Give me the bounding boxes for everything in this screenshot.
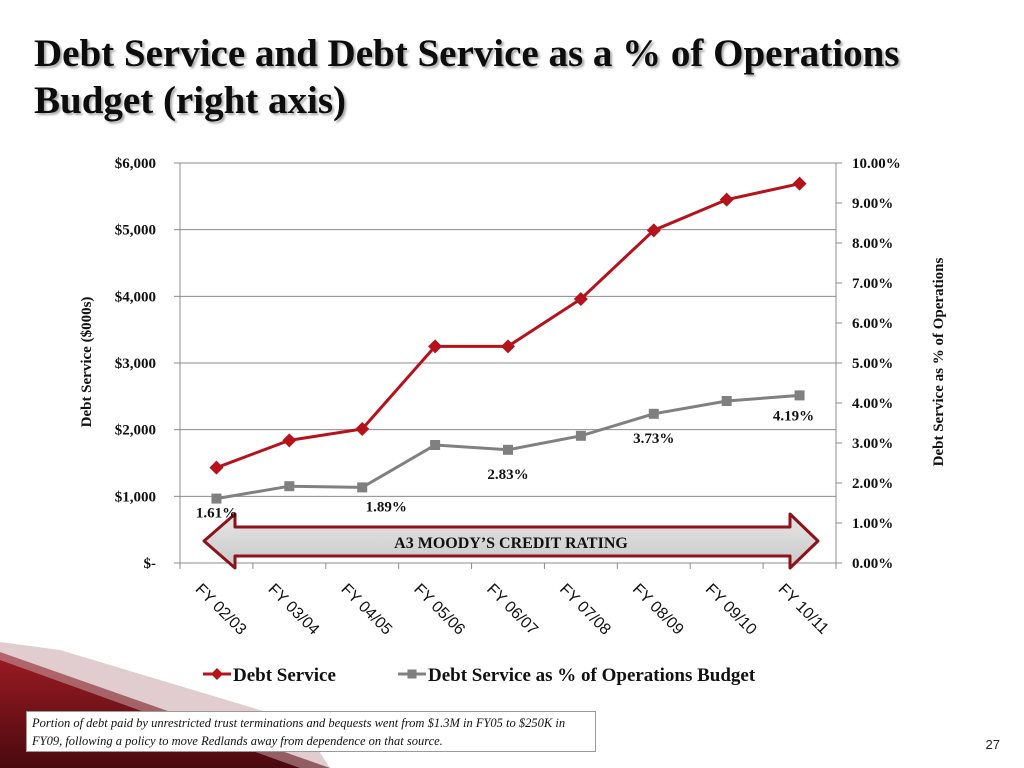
x-tick-label: FY 03/04 <box>265 581 323 639</box>
data-label: 2.83% <box>487 467 528 483</box>
y-tick-label: $4,000 <box>115 289 156 305</box>
grid-lines <box>180 162 836 497</box>
y2-tick-label: 6.00% <box>852 316 893 332</box>
credit-rating-arrow-shape <box>202 512 820 570</box>
data-point <box>575 430 586 441</box>
plot-series <box>209 176 807 504</box>
data-point <box>282 433 297 448</box>
page-number: 27 <box>985 737 1000 752</box>
x-tick-label: FY 08/09 <box>629 581 687 639</box>
x-tick-label: FY 02/03 <box>192 581 250 639</box>
data-point <box>357 482 368 493</box>
y2-tick-label: 10.00% <box>852 156 901 172</box>
data-label: 1.61% <box>196 506 237 522</box>
y-axis-title: Debt Service ($000s) <box>79 297 95 428</box>
y-tick-label: $2,000 <box>115 423 156 439</box>
axes <box>174 162 842 569</box>
x-tick-label: FY 07/08 <box>556 581 614 639</box>
slide-title: Debt Service and Debt Service as a % of … <box>34 32 900 122</box>
y-tick-label: $3,000 <box>115 356 156 372</box>
data-point <box>719 192 734 207</box>
data-label: 3.73% <box>633 431 674 447</box>
data-point <box>211 493 222 504</box>
data-point <box>573 292 588 306</box>
x-tick-label: FY 04/05 <box>337 581 395 639</box>
data-point <box>209 460 224 475</box>
y2-tick-label: 4.00% <box>852 396 893 412</box>
y-tick-label: $- <box>144 556 157 572</box>
y2-tick-label: 3.00% <box>852 436 893 452</box>
data-label: 1.89% <box>366 499 407 515</box>
x-tick-label: FY 05/06 <box>410 581 468 639</box>
y2-axis-title: Debt Service as % of Operations <box>931 257 947 466</box>
y2-tick-label: 5.00% <box>852 356 893 372</box>
data-point <box>501 339 515 354</box>
legend-swatch-marker <box>211 668 223 680</box>
data-point <box>646 223 661 238</box>
data-point <box>648 408 659 419</box>
data-point <box>792 176 807 191</box>
data-point <box>428 339 443 354</box>
y2-tick-label: 2.00% <box>852 476 893 492</box>
data-point <box>721 396 732 406</box>
data-point <box>430 440 441 450</box>
y2-tick-label: 1.00% <box>852 516 893 532</box>
series-line <box>215 182 800 470</box>
y2-tick-label: 7.00% <box>852 276 893 292</box>
legend-label: Debt Service <box>233 665 336 686</box>
credit-rating-arrow: A3 MOODY’S CREDIT RATING <box>202 512 820 570</box>
data-labels: 1.61% 1.89% 2.83% 3.73% 4.19% <box>196 408 814 521</box>
x-tick-label: FY 06/07 <box>483 581 541 639</box>
footnote: Portion of debt paid by unrestricted tru… <box>26 711 596 752</box>
data-point <box>794 390 805 401</box>
data-point <box>284 481 295 492</box>
y2-tick-label: 9.00% <box>852 196 893 212</box>
y2-tick-label: 8.00% <box>852 236 893 252</box>
y-tick-label: $6,000 <box>115 156 156 172</box>
legend-label: Debt Service as % of Operations Budget <box>428 665 756 686</box>
x-tick-label: FY 10/11 <box>775 581 832 638</box>
data-label: 4.19% <box>773 408 814 424</box>
x-tick-label: FY 09/10 <box>702 581 760 639</box>
data-point <box>355 422 370 436</box>
legend: Debt Service Debt Service as % of Operati… <box>203 665 756 686</box>
credit-rating-label: A3 MOODY’S CREDIT RATING <box>394 535 628 552</box>
y2-tick-label: 0.00% <box>852 556 893 572</box>
y-tick-label: $1,000 <box>115 489 156 505</box>
y-tick-label: $5,000 <box>115 223 156 239</box>
data-point <box>503 444 513 455</box>
legend-swatch-marker <box>407 669 417 679</box>
